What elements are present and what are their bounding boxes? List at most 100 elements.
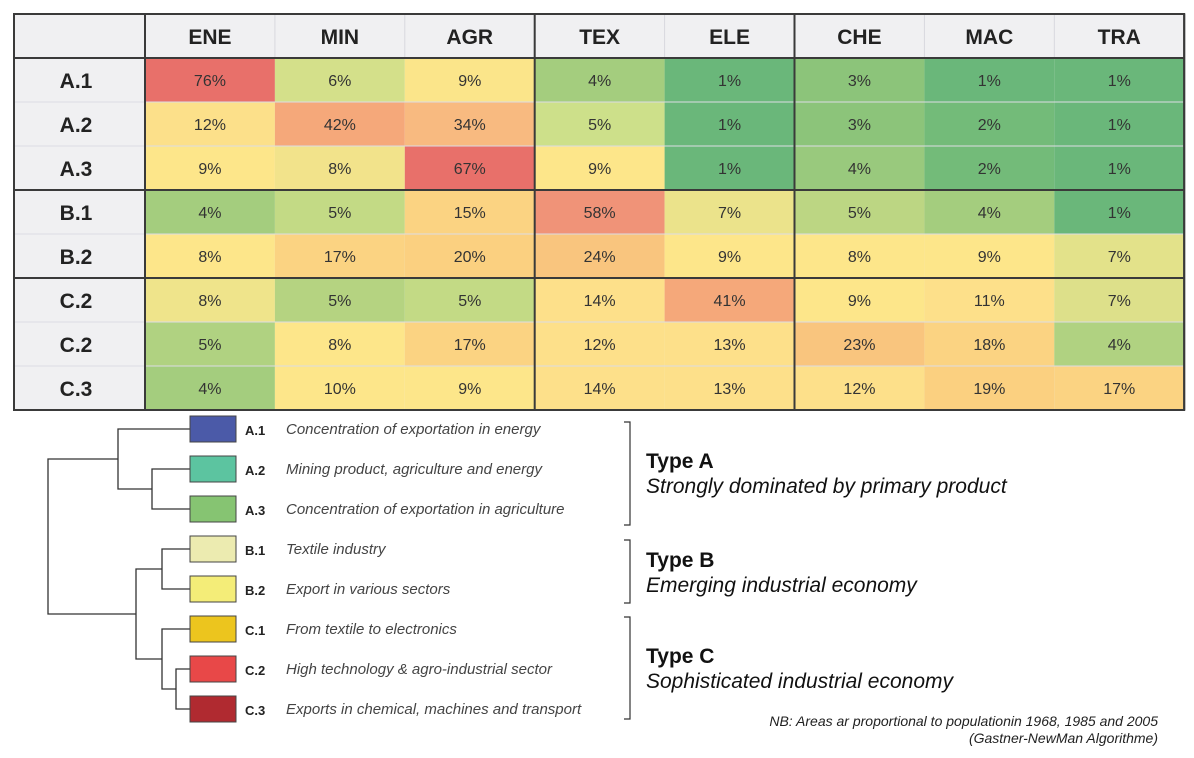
heatmap-cell xyxy=(274,190,405,234)
heatmap-cell xyxy=(1054,190,1185,234)
dendro-branch-a1-a23 xyxy=(117,428,190,490)
heatmap-cell xyxy=(924,278,1055,322)
type-b-title: Type B xyxy=(646,549,714,572)
heatmap-cell xyxy=(794,58,925,102)
legend-swatch xyxy=(189,575,237,603)
type-a-subtitle: Strongly dominated by primary product xyxy=(646,475,1008,498)
heatmap-cell xyxy=(274,58,405,102)
cell-value-label: 8% xyxy=(198,249,221,266)
heatmap-cell xyxy=(924,146,1055,190)
heatmap-cell xyxy=(404,190,535,234)
type-b-subtitle: Emerging industrial economy xyxy=(646,574,918,597)
heatmap-cell xyxy=(1054,58,1185,102)
heatmap-cell xyxy=(1054,322,1185,366)
heatmap-cell xyxy=(794,190,925,234)
cell-value-label: 9% xyxy=(588,161,611,178)
cell-value-label: 17% xyxy=(454,337,486,354)
cell-value-label: 1% xyxy=(1108,117,1131,134)
cell-value-label: 8% xyxy=(198,293,221,310)
legend-code: A.1 xyxy=(245,423,265,438)
cell-value-label: 12% xyxy=(843,381,875,398)
heatmap-cell xyxy=(274,322,405,366)
legend-code: B.1 xyxy=(245,543,265,558)
legend-swatch xyxy=(189,495,237,523)
heatmap-cell xyxy=(274,146,405,190)
heatmap-cell xyxy=(274,234,405,278)
dendro-branch-bc xyxy=(135,568,162,660)
cell-value-label: 7% xyxy=(1108,249,1131,266)
legend-swatch xyxy=(189,615,237,643)
heatmap-cell xyxy=(145,58,275,102)
dendrogram-legend: A.1 Concentration of exportation in energ… xyxy=(47,415,1158,746)
cell-value-label: 1% xyxy=(978,73,1001,90)
heatmap-cell xyxy=(664,102,795,146)
heatmap-cell xyxy=(924,58,1055,102)
legend-swatch xyxy=(189,415,237,443)
heatmap-cell xyxy=(664,190,795,234)
cell-value-label: 20% xyxy=(454,249,486,266)
bracket-type-c xyxy=(624,616,631,720)
cell-value-label: 1% xyxy=(1108,73,1131,90)
legend-description: High technology & agro-industrial sector xyxy=(286,661,553,678)
cell-value-label: 9% xyxy=(198,161,221,178)
dendro-branch-a2a3 xyxy=(151,468,190,510)
heatmap-cell xyxy=(145,366,275,410)
cell-value-label: 2% xyxy=(978,161,1001,178)
cell-value-label: 14% xyxy=(584,381,616,398)
cell-value-label: 9% xyxy=(978,249,1001,266)
cell-value-label: 13% xyxy=(714,381,746,398)
row-header: C.2 xyxy=(60,334,93,357)
cell-value-label: 4% xyxy=(1108,337,1131,354)
row-header: C.3 xyxy=(60,378,93,401)
type-a-title: Type A xyxy=(646,450,714,473)
cell-value-label: 76% xyxy=(194,73,226,90)
legend-description: Concentration of exportation in energy xyxy=(286,421,542,438)
row-header: A.1 xyxy=(60,70,93,93)
cell-value-label: 42% xyxy=(324,117,356,134)
type-c-title: Type C xyxy=(646,645,714,668)
cell-value-label: 10% xyxy=(324,381,356,398)
legend-description: Exports in chemical, machines and transp… xyxy=(286,701,582,718)
cell-value-label: 4% xyxy=(978,205,1001,222)
heatmap-cell xyxy=(534,102,665,146)
heatmap-cell xyxy=(924,322,1055,366)
column-header: ENE xyxy=(188,26,231,49)
cell-value-label: 5% xyxy=(328,293,351,310)
cell-value-label: 1% xyxy=(718,117,741,134)
cell-value-label: 3% xyxy=(848,117,871,134)
heatmap-cell xyxy=(145,190,275,234)
column-header: TEX xyxy=(579,26,620,49)
heatmap-cell xyxy=(404,146,535,190)
heatmap-cell xyxy=(404,58,535,102)
cell-value-label: 4% xyxy=(588,73,611,90)
dendrogram-tree xyxy=(47,428,190,710)
heatmap-cell xyxy=(664,58,795,102)
heatmap-cell xyxy=(794,234,925,278)
legend-description: Export in various sectors xyxy=(286,581,451,598)
legend-swatch xyxy=(189,695,237,723)
row-header: B.2 xyxy=(60,246,93,269)
heatmap-cell xyxy=(534,58,665,102)
cell-value-label: 8% xyxy=(328,337,351,354)
heatmap-cell xyxy=(924,190,1055,234)
legend-code: B.2 xyxy=(245,583,265,598)
heatmap-cell xyxy=(404,322,535,366)
cell-value-label: 5% xyxy=(588,117,611,134)
heatmap-cell xyxy=(274,102,405,146)
heatmap-cell xyxy=(664,322,795,366)
legend-swatch xyxy=(189,535,237,563)
cell-value-label: 17% xyxy=(1103,381,1135,398)
cell-value-label: 34% xyxy=(454,117,486,134)
heatmap-cell xyxy=(145,146,275,190)
heatmap-cell xyxy=(794,278,925,322)
cell-value-label: 4% xyxy=(198,205,221,222)
cell-value-label: 15% xyxy=(454,205,486,222)
heatmap-cell xyxy=(534,322,665,366)
dendro-branch-b xyxy=(161,548,190,590)
heatmap-cell xyxy=(924,102,1055,146)
heatmap-cell xyxy=(664,146,795,190)
legend-swatch xyxy=(189,655,237,683)
heatmap-cell xyxy=(404,234,535,278)
row-header: C.2 xyxy=(60,290,93,313)
cell-value-label: 41% xyxy=(714,293,746,310)
